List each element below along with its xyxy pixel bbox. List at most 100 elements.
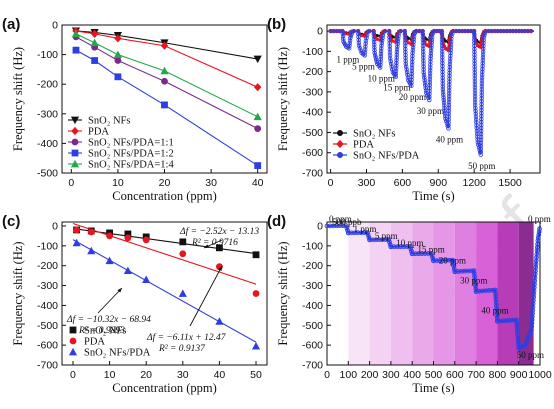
data-point — [394, 63, 399, 68]
data-point — [437, 28, 442, 34]
legend-marker — [337, 152, 343, 158]
data-point — [536, 232, 542, 238]
data-point — [422, 38, 426, 42]
data-point — [396, 32, 400, 36]
data-point — [448, 53, 453, 59]
data-point — [421, 61, 426, 66]
data-point — [422, 75, 427, 80]
data-point — [441, 92, 446, 97]
data-point — [478, 140, 484, 146]
data-point — [447, 64, 453, 70]
data-point — [535, 235, 541, 241]
data-point — [422, 77, 427, 83]
x-tick-label: 100 — [340, 369, 358, 381]
x-tick-label: 0 — [70, 369, 76, 381]
data-point — [410, 59, 415, 65]
data-point — [495, 28, 500, 34]
x-tick-label: 900 — [430, 177, 448, 189]
data-point — [387, 34, 392, 40]
data-point — [446, 117, 451, 122]
data-point — [446, 99, 452, 105]
data-point — [480, 61, 485, 66]
data-point — [479, 102, 484, 107]
data-point — [113, 50, 122, 58]
data-point — [409, 80, 414, 86]
concentration-band — [476, 222, 498, 365]
data-point — [421, 70, 426, 75]
data-point — [423, 85, 428, 91]
data-point — [479, 110, 484, 116]
data-point — [479, 99, 484, 104]
data-point — [363, 41, 368, 46]
data-point — [514, 317, 519, 323]
data-point — [446, 48, 450, 52]
data-point — [479, 113, 484, 119]
data-point — [446, 114, 451, 119]
x-tick-label: 30 — [177, 369, 189, 381]
step-label: 50 ppm — [517, 350, 544, 360]
data-point — [439, 37, 445, 43]
data-point — [524, 338, 530, 343]
data-point — [443, 39, 448, 43]
data-point — [371, 37, 377, 42]
data-point — [518, 344, 524, 350]
x-tick-label: 10 — [112, 177, 124, 189]
pulse-label: 5 ppm — [352, 61, 375, 71]
data-point — [427, 44, 431, 48]
data-point — [450, 31, 455, 36]
data-point — [472, 46, 477, 52]
data-point — [376, 237, 382, 243]
data-point — [431, 258, 436, 264]
data-point — [427, 85, 432, 91]
data-point — [349, 31, 354, 37]
data-point — [479, 116, 484, 122]
step-label: 10 ppm — [396, 238, 423, 248]
data-point — [114, 73, 122, 81]
data-point — [404, 244, 410, 249]
data-point — [421, 49, 426, 54]
pulse-label: 15 ppm — [383, 83, 410, 93]
data-point — [366, 235, 372, 240]
data-point — [391, 244, 397, 250]
legend-marker — [70, 159, 80, 168]
data-point — [387, 38, 392, 43]
data-point — [531, 288, 537, 294]
data-point — [422, 251, 428, 256]
data-point — [501, 318, 507, 324]
data-point — [472, 70, 477, 75]
data-point — [402, 34, 408, 40]
data-point — [346, 46, 352, 51]
data-point — [394, 40, 398, 44]
pulse-label: 10 ppm — [368, 74, 395, 84]
x-tick-label: 1200 — [463, 177, 487, 189]
data-point — [472, 58, 477, 63]
data-point — [494, 309, 500, 315]
data-point — [410, 53, 415, 59]
x-tick-label: 0 — [328, 177, 334, 189]
fit-line — [72, 222, 257, 285]
data-point — [532, 281, 537, 287]
data-point — [124, 230, 132, 238]
data-point — [441, 41, 445, 45]
data-point — [405, 72, 410, 78]
data-point — [529, 317, 535, 323]
data-point — [355, 28, 361, 34]
data-point — [387, 50, 393, 55]
data-point — [473, 289, 479, 294]
data-point — [372, 50, 377, 56]
x-tick-label: 600 — [446, 369, 464, 381]
data-point — [481, 35, 486, 40]
data-point — [481, 40, 486, 46]
x-tick-label: 700 — [467, 369, 485, 381]
data-point — [87, 246, 96, 255]
data-point — [446, 108, 452, 114]
data-point — [431, 28, 437, 34]
data-point — [411, 42, 416, 47]
data-point — [446, 97, 452, 102]
data-point — [428, 48, 434, 53]
data-point — [530, 307, 536, 313]
data-point — [402, 37, 408, 43]
data-point — [513, 28, 519, 34]
data-point — [480, 52, 486, 57]
x-axis-title: Time (s) — [412, 381, 454, 395]
